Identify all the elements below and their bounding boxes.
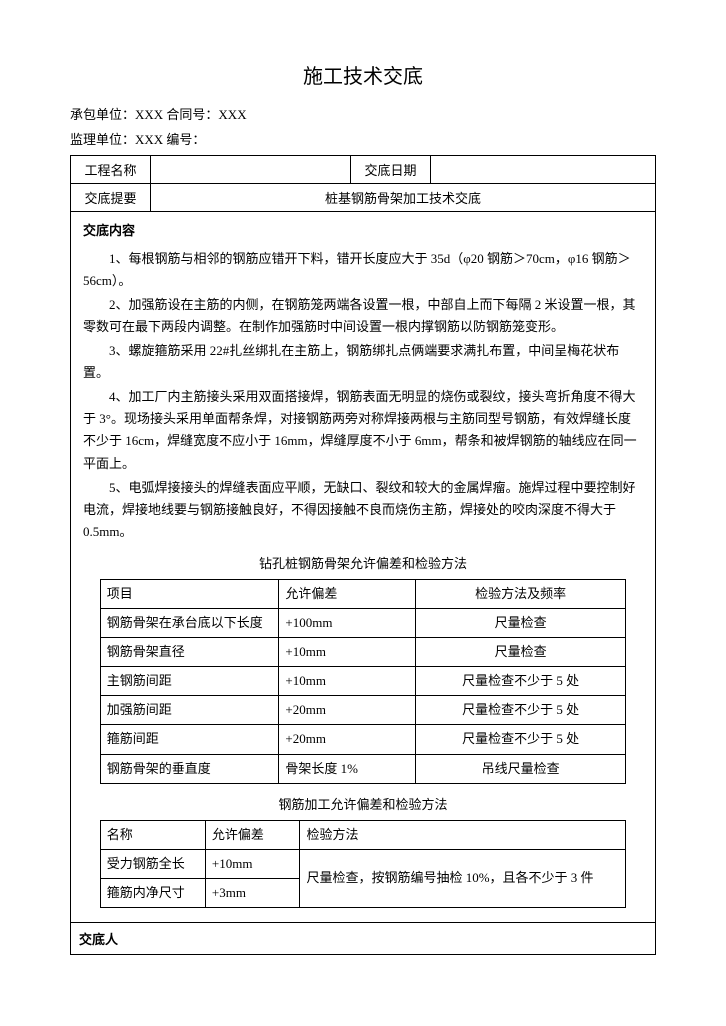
t2r1c1: 箍筋内净尺寸	[100, 878, 205, 907]
t1-h1: 项目	[100, 580, 279, 609]
table1-header: 项目 允许偏差 检验方法及频率	[100, 580, 625, 609]
table-row: 加强筋间距+20mm尺量检查不少于 5 处	[100, 696, 625, 725]
table2-caption: 钢筋加工允许偏差和检验方法	[83, 794, 643, 816]
table1: 项目 允许偏差 检验方法及频率 钢筋骨架在承台底以下长度+100mm尺量检查 钢…	[100, 579, 626, 784]
summary-value: 桩基钢筋骨架加工技术交底	[151, 183, 656, 211]
table-row: 主钢筋间距+10mm尺量检查不少于 5 处	[100, 667, 625, 696]
t1-h3: 检验方法及频率	[416, 580, 626, 609]
t1r3c2: +20mm	[279, 696, 416, 725]
table-row: 钢筋骨架的垂直度骨架长度 1%吊线尺量检查	[100, 754, 625, 783]
t2-h3: 检验方法	[300, 820, 626, 849]
content-cell: 交底内容 1、每根钢筋与相邻的钢筋应错开下料，错开长度应大于 35d（φ20 钢…	[71, 211, 656, 922]
summary-row: 交底提要 桩基钢筋骨架加工技术交底	[71, 183, 656, 211]
t1r3c1: 加强筋间距	[100, 696, 279, 725]
content-row: 交底内容 1、每根钢筋与相邻的钢筋应错开下料，错开长度应大于 35d（φ20 钢…	[71, 211, 656, 922]
para-2: 2、加强筋设在主筋的内侧，在钢筋笼两端各设置一根，中部自上而下每隔 2 米设置一…	[83, 294, 643, 338]
summary-label: 交底提要	[71, 183, 151, 211]
t2r1c2: +3mm	[205, 878, 300, 907]
supervisor-line: 监理单位：XXX 编号：	[70, 130, 656, 151]
para-5: 5、电弧焊接接头的焊缝表面应平顺，无缺口、裂纹和较大的金属焊瘤。施焊过程中要控制…	[83, 477, 643, 543]
table-row: 钢筋骨架直径+10mm尺量检查	[100, 638, 625, 667]
content-heading: 交底内容	[83, 220, 643, 242]
t1r2c2: +10mm	[279, 667, 416, 696]
para-1: 1、每根钢筋与相邻的钢筋应错开下料，错开长度应大于 35d（φ20 钢筋＞70c…	[83, 248, 643, 292]
project-name-value	[151, 155, 351, 183]
t1r1c2: +10mm	[279, 638, 416, 667]
t2-h2: 允许偏差	[205, 820, 300, 849]
t2r0c2: +10mm	[205, 849, 300, 878]
page-title: 施工技术交底	[70, 60, 656, 89]
t1-h2: 允许偏差	[279, 580, 416, 609]
main-table: 工程名称 交底日期 交底提要 桩基钢筋骨架加工技术交底 交底内容 1、每根钢筋与…	[70, 155, 656, 955]
t2r0c1: 受力钢筋全长	[100, 849, 205, 878]
disclosure-person-label: 交底人	[71, 923, 656, 955]
date-label: 交底日期	[351, 155, 431, 183]
table-row: 受力钢筋全长 +10mm 尺量检查，按钢筋编号抽检 10%，且各不少于 3 件	[100, 849, 625, 878]
table2: 名称 允许偏差 检验方法 受力钢筋全长 +10mm 尺量检查，按钢筋编号抽检 1…	[100, 820, 626, 908]
t1r1c1: 钢筋骨架直径	[100, 638, 279, 667]
para-4: 4、加工厂内主筋接头采用双面搭接焊，钢筋表面无明显的烧伤或裂纹，接头弯折角度不得…	[83, 386, 643, 474]
para-3: 3、螺旋箍筋采用 22#扎丝绑扎在主筋上，钢筋绑扎点俩端要求满扎布置，中间呈梅花…	[83, 340, 643, 384]
t1r4c2: +20mm	[279, 725, 416, 754]
t1r2c3: 尺量检查不少于 5 处	[416, 667, 626, 696]
date-value	[431, 155, 656, 183]
footer-row: 交底人	[71, 923, 656, 955]
t2-h1: 名称	[100, 820, 205, 849]
table-row: 钢筋骨架在承台底以下长度+100mm尺量检查	[100, 609, 625, 638]
t2r0c3: 尺量检查，按钢筋编号抽检 10%，且各不少于 3 件	[300, 849, 626, 907]
t1r3c3: 尺量检查不少于 5 处	[416, 696, 626, 725]
t1r1c3: 尺量检查	[416, 638, 626, 667]
t1r2c1: 主钢筋间距	[100, 667, 279, 696]
t1r0c3: 尺量检查	[416, 609, 626, 638]
t1r0c1: 钢筋骨架在承台底以下长度	[100, 609, 279, 638]
t1r5c3: 吊线尺量检查	[416, 754, 626, 783]
table2-header: 名称 允许偏差 检验方法	[100, 820, 625, 849]
t1r0c2: +100mm	[279, 609, 416, 638]
t1r5c2: 骨架长度 1%	[279, 754, 416, 783]
project-row: 工程名称 交底日期	[71, 155, 656, 183]
t1r5c1: 钢筋骨架的垂直度	[100, 754, 279, 783]
project-name-label: 工程名称	[71, 155, 151, 183]
table1-caption: 钻孔桩钢筋骨架允许偏差和检验方法	[83, 553, 643, 575]
table-row: 箍筋间距+20mm尺量检查不少于 5 处	[100, 725, 625, 754]
contractor-line: 承包单位：XXX 合同号：XXX	[70, 105, 656, 126]
t1r4c1: 箍筋间距	[100, 725, 279, 754]
t1r4c3: 尺量检查不少于 5 处	[416, 725, 626, 754]
